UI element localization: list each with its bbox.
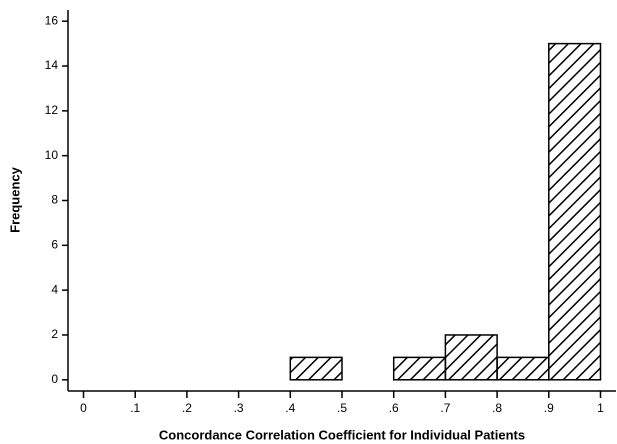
y-axis-label: Frequency	[7, 166, 22, 233]
y-tick-label: 4	[51, 282, 58, 296]
x-tick-label: 0	[80, 401, 87, 415]
y-tick-label: 8	[51, 193, 58, 207]
x-tick-label: .4	[285, 401, 295, 415]
bar	[289, 356, 343, 381]
bar	[392, 356, 447, 381]
x-tick-label: .2	[182, 401, 192, 415]
bar	[548, 42, 602, 381]
x-tick-label: 1	[597, 401, 604, 415]
y-tick-label: 2	[51, 327, 58, 341]
y-tick-label: 10	[45, 148, 59, 162]
y-tick-label: 0	[51, 372, 58, 386]
x-tick-label: .5	[337, 401, 347, 415]
x-tick-label: .9	[544, 401, 554, 415]
x-tick-label: .1	[130, 401, 140, 415]
bar	[444, 334, 498, 381]
y-tick-label: 6	[51, 237, 58, 251]
x-axis-label: Concordance Correlation Coefficient for …	[159, 427, 525, 442]
x-tick-label: .7	[440, 401, 450, 415]
x-tick-label: .8	[492, 401, 502, 415]
bar	[496, 356, 550, 381]
y-tick-label: 12	[45, 103, 59, 117]
x-tick-label: .3	[234, 401, 244, 415]
y-tick-label: 14	[45, 58, 59, 72]
y-tick-label: 16	[45, 13, 59, 27]
x-tick-label: .6	[389, 401, 399, 415]
